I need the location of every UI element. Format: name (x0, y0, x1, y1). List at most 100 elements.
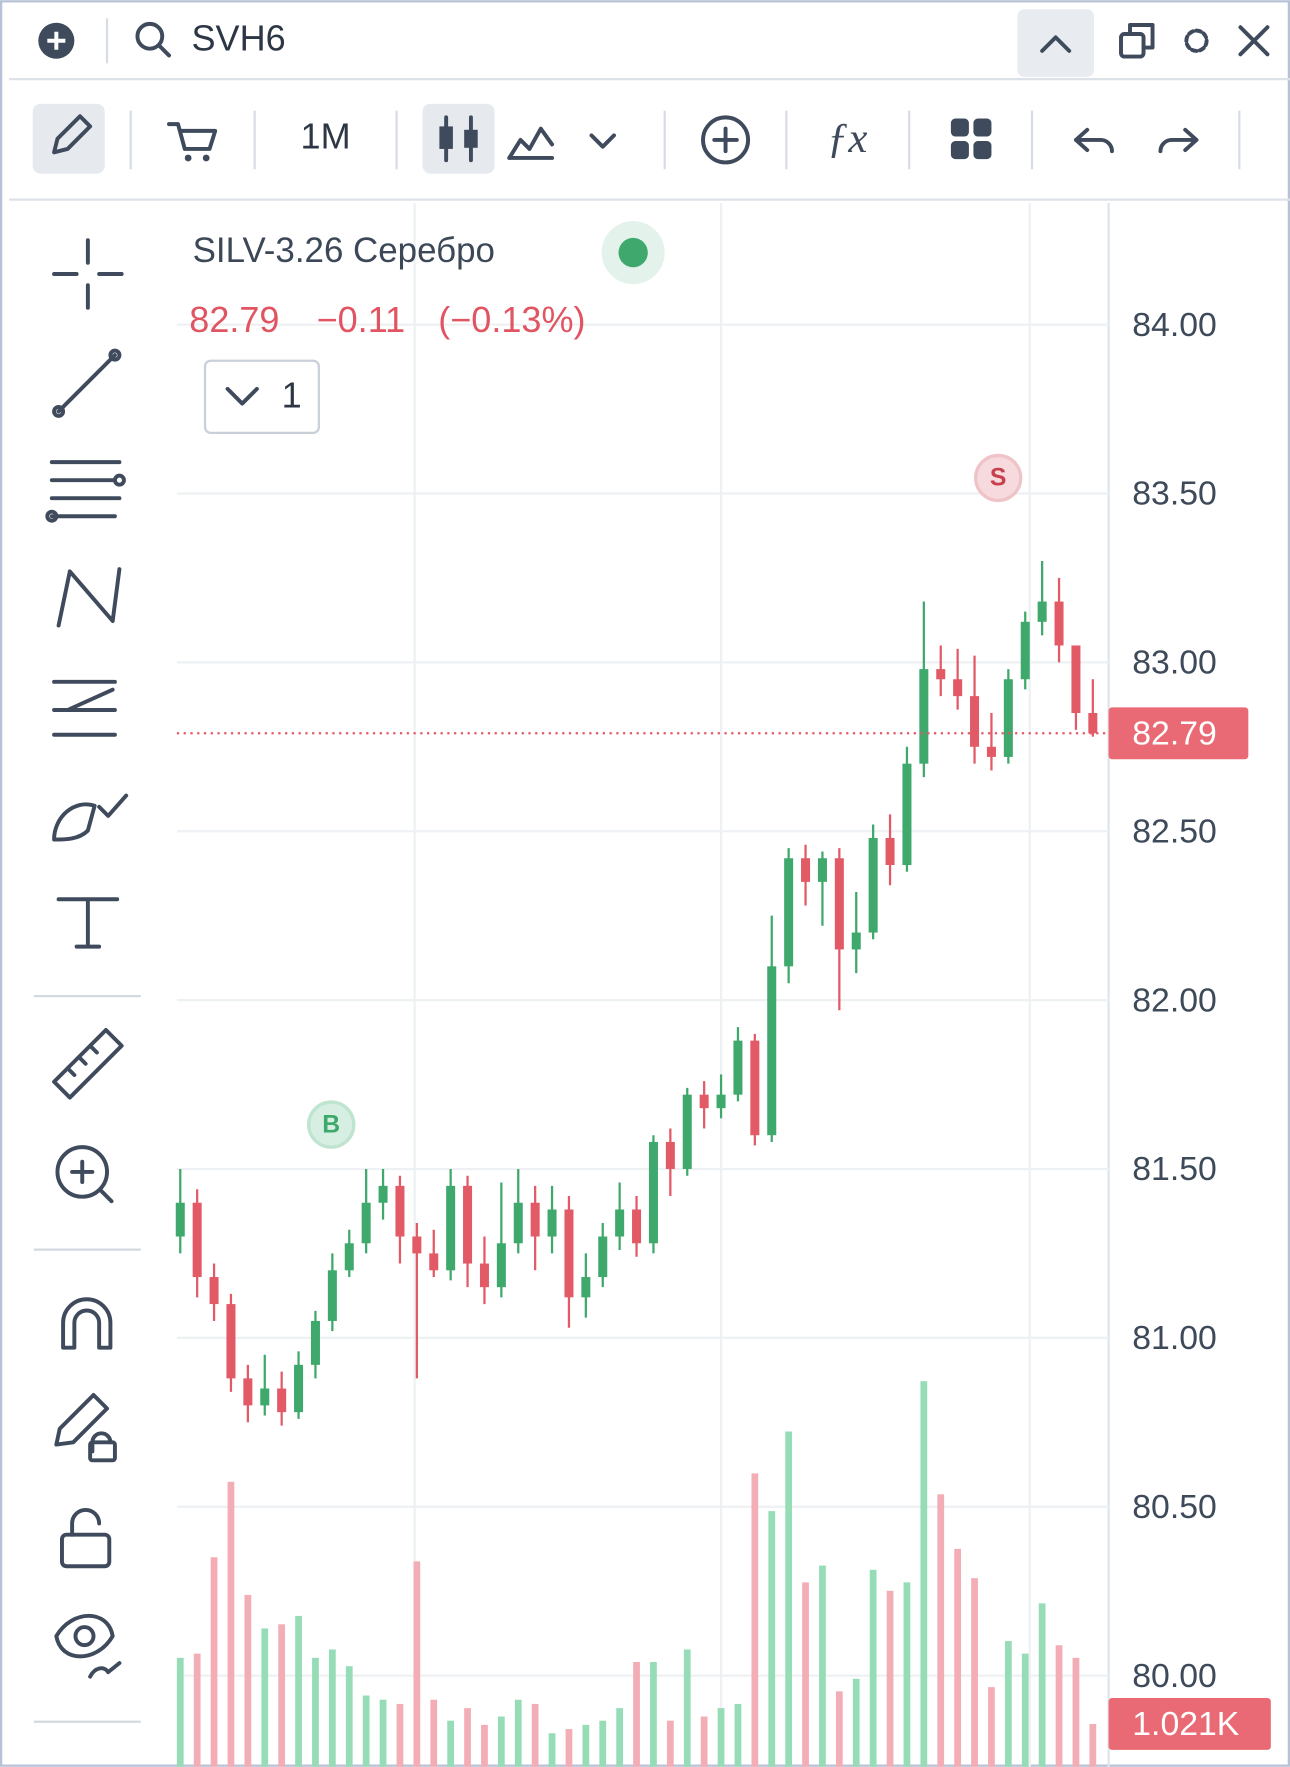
crosshair-tool[interactable] (52, 238, 124, 310)
layers-dropdown[interactable] (203, 359, 320, 434)
candle-body (1037, 601, 1047, 622)
window-icon[interactable] (1119, 32, 1146, 59)
settings-icon[interactable] (1184, 28, 1209, 53)
volume-bar (514, 1699, 522, 1767)
search-text[interactable]: SVH6 (192, 17, 286, 58)
interval[interactable]: 1M (301, 115, 351, 156)
lock-draw-tool (88, 1440, 117, 1463)
last-price-badge (1108, 707, 1249, 760)
candle-body (936, 669, 946, 680)
volume-label: 1.021K (1132, 1705, 1240, 1743)
ruler-tool[interactable] (52, 1027, 124, 1100)
layers-count: 1 (282, 374, 302, 415)
close-icon[interactable] (1238, 25, 1270, 57)
volume-bar (548, 1733, 556, 1767)
candle-body (817, 858, 827, 882)
volume-bar (768, 1511, 776, 1767)
instrument-name: SILV-3.26 Серебро (193, 231, 495, 270)
sell-marker[interactable] (973, 453, 1023, 503)
cart-icon[interactable] (167, 122, 218, 151)
volume-bar (1021, 1653, 1029, 1767)
brush-tool[interactable] (52, 793, 129, 842)
volume-bar (244, 1594, 252, 1767)
add-indicator (712, 126, 739, 154)
candle-body (547, 1209, 557, 1237)
candles-icon (464, 129, 478, 148)
fib-tool[interactable] (49, 460, 122, 519)
volume-bar (1055, 1645, 1063, 1767)
candle-body (310, 1320, 320, 1365)
candle-body (868, 837, 878, 933)
zoom-tool[interactable] (55, 1145, 110, 1199)
candle-body (953, 679, 963, 697)
volume-bar (869, 1569, 877, 1767)
chevron[interactable] (589, 133, 616, 149)
volume-bar (616, 1708, 624, 1767)
search-icon (156, 43, 171, 58)
volume-bar (819, 1565, 826, 1767)
candles-button[interactable] (422, 103, 495, 174)
volume-bar (193, 1653, 201, 1767)
visibility-tool[interactable] (54, 1613, 115, 1659)
volume-bar (988, 1687, 995, 1767)
candle-body (209, 1277, 219, 1305)
volume-bar (464, 1708, 471, 1767)
pattern-tool[interactable] (56, 567, 122, 628)
draw-button[interactable] (32, 103, 105, 174)
candle-body (463, 1185, 473, 1264)
fx-icon[interactable]: ƒx (827, 115, 867, 162)
text-tool[interactable] (56, 897, 120, 949)
volume-bar (683, 1649, 691, 1767)
chevron (225, 386, 259, 406)
undo-icon[interactable] (1073, 127, 1114, 154)
volume-bar (1004, 1641, 1012, 1767)
candle-body (277, 1388, 287, 1413)
candle-body (801, 858, 811, 882)
volume-bar (666, 1720, 674, 1767)
volume-bar (227, 1481, 235, 1767)
handle (52, 404, 66, 418)
price-change-percent: (−0.13%) (438, 299, 585, 340)
candle-body (496, 1243, 506, 1288)
volume-bar (362, 1695, 370, 1767)
last-price: 82.79 (189, 299, 279, 340)
volume-bar (481, 1724, 488, 1767)
volume-badge (1108, 1698, 1271, 1750)
handle (45, 509, 59, 523)
projection-tool[interactable] (52, 679, 117, 737)
layout-icon[interactable] (950, 118, 992, 160)
candle-body (1071, 645, 1081, 714)
lock-tool (70, 1507, 102, 1537)
volume-bar (1089, 1723, 1097, 1767)
buy-marker-label: B (322, 1111, 340, 1138)
volume-bar (954, 1548, 962, 1767)
volume-bar (802, 1582, 809, 1767)
area-icon[interactable] (507, 126, 555, 160)
volume-bar (1072, 1657, 1080, 1767)
candle-body (648, 1141, 658, 1244)
magnet-tool[interactable] (61, 1297, 113, 1350)
volume-bar (937, 1494, 945, 1767)
visibility-tool (73, 1625, 96, 1648)
collapse-icon (1040, 35, 1072, 53)
volume-bar (971, 1578, 978, 1767)
lock-tool[interactable] (59, 1532, 112, 1569)
candle-body (260, 1388, 270, 1406)
add-indicator[interactable] (701, 115, 751, 165)
collapse-button[interactable] (1017, 9, 1094, 77)
candle-body (412, 1236, 422, 1254)
volume-bar (328, 1649, 336, 1767)
volume-bar (785, 1431, 793, 1767)
candle-body (1088, 713, 1098, 734)
candle-body (902, 763, 912, 865)
candle-body (530, 1202, 540, 1237)
candle-body (1054, 601, 1064, 646)
line-tool[interactable] (56, 353, 117, 414)
candle-body (598, 1236, 608, 1278)
buy-marker[interactable] (307, 1100, 356, 1149)
top-bar: SVH6 (9, 9, 1290, 81)
redo-icon[interactable] (1158, 127, 1199, 154)
